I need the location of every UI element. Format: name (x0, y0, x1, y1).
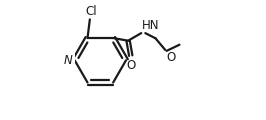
Text: O: O (126, 59, 135, 72)
Text: HN: HN (142, 19, 159, 32)
Text: N: N (64, 54, 73, 67)
Text: Cl: Cl (85, 5, 97, 18)
Text: O: O (167, 51, 176, 64)
